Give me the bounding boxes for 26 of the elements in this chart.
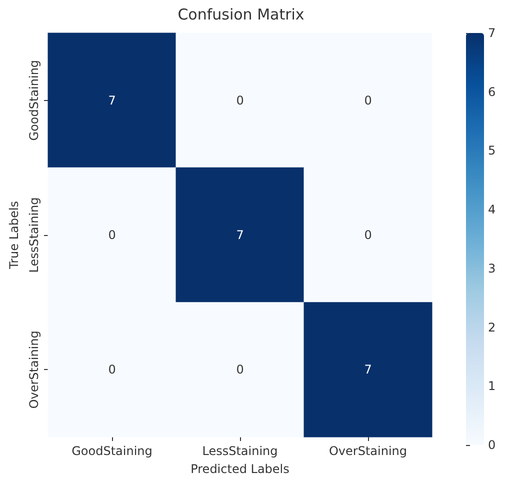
color-bar-label: 6 bbox=[488, 84, 496, 99]
y-axis-title: True Labels bbox=[7, 201, 21, 270]
data-label: 0 bbox=[364, 93, 372, 108]
chart-title: Confusion Matrix bbox=[178, 6, 304, 24]
data-label: 0 bbox=[236, 362, 244, 377]
data-label: 0 bbox=[236, 93, 244, 108]
color-bar-label: 2 bbox=[488, 320, 496, 334]
color-bar-label: 1 bbox=[488, 379, 496, 394]
data-label: 0 bbox=[108, 228, 116, 242]
color-bar-label: 0 bbox=[488, 438, 496, 452]
x-axis-title: Predicted Labels bbox=[190, 462, 290, 476]
x-tick-label: OverStaining bbox=[328, 444, 408, 458]
color-bar-label: 3 bbox=[488, 261, 496, 276]
data-label: 7 bbox=[108, 93, 116, 108]
color-bar-label: 7 bbox=[488, 26, 496, 40]
color-bar-label: 5 bbox=[488, 144, 496, 158]
data-label: 7 bbox=[364, 362, 372, 377]
x-tick-label: LessStaining bbox=[202, 444, 278, 458]
color-bar-label: 4 bbox=[488, 202, 496, 217]
data-label: 7 bbox=[236, 228, 244, 242]
data-label: 0 bbox=[108, 362, 116, 377]
y-tick-label: GoodStaining bbox=[27, 60, 41, 141]
x-tick-label: GoodStaining bbox=[72, 444, 152, 458]
y-tick-label: LessStaining bbox=[27, 197, 41, 273]
data-label: 0 bbox=[364, 228, 372, 242]
y-tick-label: OverStaining bbox=[27, 330, 41, 409]
